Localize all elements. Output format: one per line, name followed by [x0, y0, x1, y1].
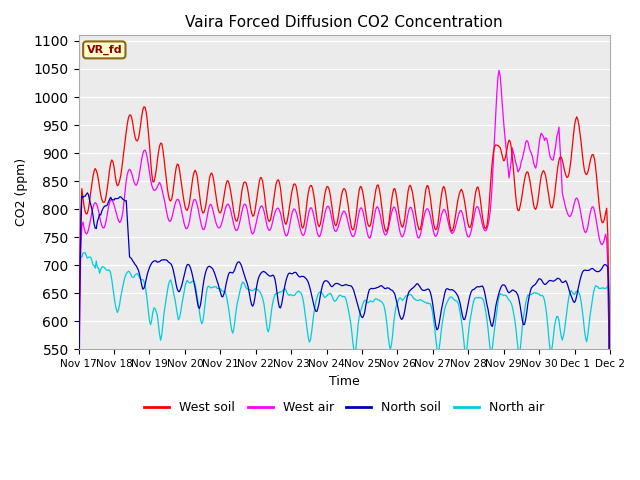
Text: VR_fd: VR_fd [86, 45, 122, 55]
Title: Vaira Forced Diffusion CO2 Concentration: Vaira Forced Diffusion CO2 Concentration [186, 15, 503, 30]
Y-axis label: CO2 (ppm): CO2 (ppm) [15, 158, 28, 227]
Legend: West soil, West air, North soil, North air: West soil, West air, North soil, North a… [140, 396, 549, 420]
X-axis label: Time: Time [329, 374, 360, 387]
